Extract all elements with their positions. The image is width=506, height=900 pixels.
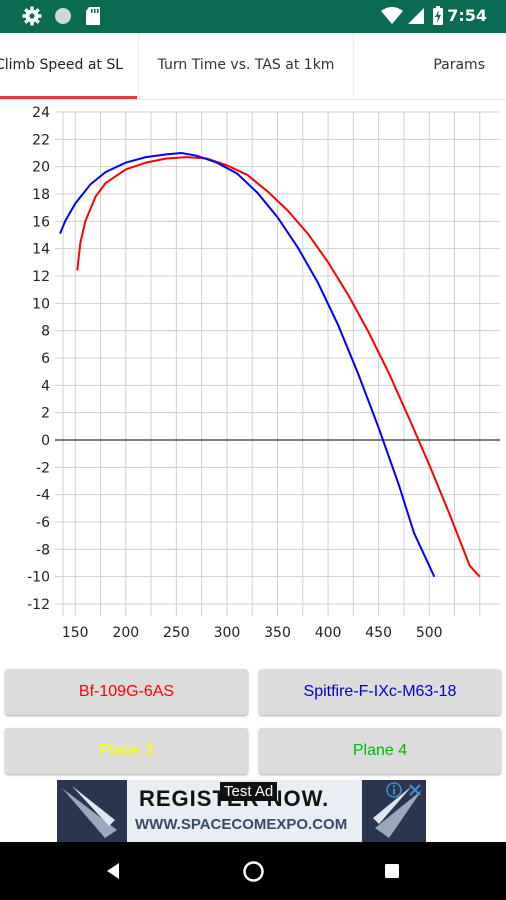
x-tick-label: 200 xyxy=(112,625,139,641)
home-icon[interactable] xyxy=(242,860,265,883)
tab-params[interactable]: Params xyxy=(353,33,506,97)
y-tick-label: -2 xyxy=(36,460,50,476)
active-tab-indicator xyxy=(0,96,137,99)
sd-card-icon xyxy=(86,7,100,25)
circle-icon xyxy=(55,8,71,24)
battery-icon xyxy=(433,6,443,25)
series-bf-109 xyxy=(76,156,481,578)
y-tick-label: -4 xyxy=(36,488,50,504)
test-ad-label: Test Ad xyxy=(220,782,278,801)
y-tick-label: 8 xyxy=(41,324,50,340)
x-axis-labels: 150 200 250 300 350 400 450 500 xyxy=(62,625,443,641)
y-tick-label: 24 xyxy=(32,105,50,121)
gear-icon xyxy=(22,6,42,26)
y-tick-label: 20 xyxy=(32,160,50,176)
x-tick-label: 500 xyxy=(416,625,443,641)
x-tick-label: 300 xyxy=(214,625,241,641)
tab-label: Climb Speed at SL xyxy=(0,57,124,73)
y-tick-label: 14 xyxy=(32,242,50,258)
recents-icon[interactable] xyxy=(384,863,400,879)
adchoices-icon[interactable] xyxy=(386,782,402,798)
y-tick-label: 4 xyxy=(41,378,50,394)
plane-1-label: Bf-109G-6AS xyxy=(78,683,175,700)
y-tick-label: -6 xyxy=(36,515,50,531)
tab-turn-time[interactable]: Turn Time vs. TAS at 1km xyxy=(138,33,354,97)
tab-label: Turn Time vs. TAS at 1km xyxy=(157,57,335,73)
series-spitfire xyxy=(59,151,436,578)
x-tick-label: 400 xyxy=(315,625,342,641)
y-tick-label: -8 xyxy=(36,542,50,558)
signal-icon xyxy=(408,8,424,24)
ad-banner[interactable]: REGISTER NOW. WWW.SPACECOMEXPO.COM xyxy=(57,780,426,842)
x-tick-label: 450 xyxy=(365,625,392,641)
status-bar: 7:54 xyxy=(0,0,506,33)
plane-3-label: Plane 3 xyxy=(99,742,154,759)
chart-grid xyxy=(55,111,500,616)
y-tick-label: -12 xyxy=(27,597,50,613)
x-tick-label: 150 xyxy=(62,625,89,641)
wifi-icon xyxy=(381,7,403,24)
ad-url: WWW.SPACECOMEXPO.COM xyxy=(135,816,348,833)
y-tick-label: 0 xyxy=(41,433,50,449)
y-tick-label: 16 xyxy=(32,214,50,230)
x-tick-label: 250 xyxy=(163,625,190,641)
navigation-bar xyxy=(0,842,506,900)
tab-label: Params xyxy=(433,57,485,73)
plane-4-button[interactable]: Plane 4 xyxy=(259,728,501,774)
y-tick-label: -10 xyxy=(27,570,50,586)
y-tick-label: 2 xyxy=(41,406,50,422)
y-tick-label: 12 xyxy=(32,269,50,285)
plane-1-button[interactable]: Bf-109G-6AS xyxy=(5,669,248,715)
clock: 7:54 xyxy=(447,6,487,25)
plane-2-label: Spitfire-F-IXc-M63-18 xyxy=(303,683,457,700)
plane-3-button[interactable]: Plane 3 xyxy=(5,728,248,774)
y-tick-label: 18 xyxy=(32,187,50,203)
y-tick-label: 6 xyxy=(41,351,50,367)
x-tick-label: 350 xyxy=(264,625,291,641)
back-icon[interactable] xyxy=(104,862,122,880)
tab-bar: Climb Speed at SL Turn Time vs. TAS at 1… xyxy=(0,33,506,100)
y-tick-label: 10 xyxy=(32,296,50,312)
plane-2-button[interactable]: Spitfire-F-IXc-M63-18 xyxy=(259,669,501,715)
plane-4-label: Plane 4 xyxy=(352,742,408,759)
close-icon[interactable] xyxy=(408,783,422,797)
tab-climb-speed[interactable]: Climb Speed at SL xyxy=(0,33,124,97)
y-tick-label: 22 xyxy=(32,132,50,148)
